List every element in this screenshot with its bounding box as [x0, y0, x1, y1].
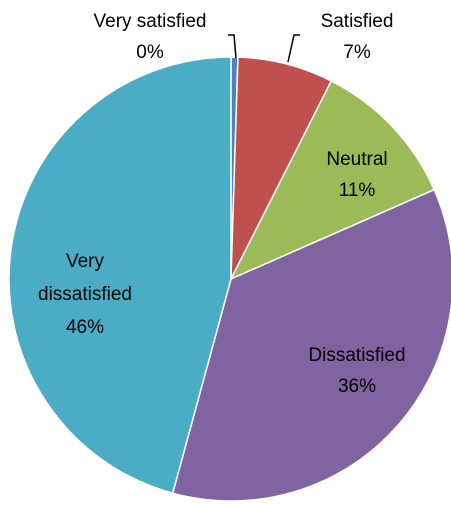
data-label-value-very-satisfied: 0%	[136, 42, 164, 63]
data-label-category-dissatisfied-0: Dissatisfied	[308, 345, 405, 366]
pie-slice-very-dissatisfied	[8, 56, 232, 495]
data-label-value-very-dissatisfied: 46%	[66, 317, 104, 338]
data-label-value-satisfied: 7%	[343, 42, 371, 63]
leader-line-satisfied	[287, 34, 300, 63]
data-label-category-very-dissatisfied-0: Very	[66, 251, 105, 272]
data-label-category-satisfied-0: Satisfied	[321, 11, 394, 32]
data-label-category-neutral-0: Neutral	[326, 149, 387, 170]
data-label-category-very-satisfied-0: Very satisfied	[94, 11, 207, 32]
pie-slice-dissatisfied	[171, 188, 451, 502]
labels-layer: Very satisfied 0% Satisfied 7% Neutral 11% Dis…	[38, 11, 406, 397]
leader-lines-layer	[228, 34, 300, 63]
data-label-value-neutral: 11%	[339, 180, 376, 201]
leader-line-very-satisfied	[228, 34, 237, 59]
slices-layer	[8, 56, 451, 502]
pie-slice-neutral	[229, 79, 436, 281]
data-label-category-very-dissatisfied-1: dissatisfied	[38, 284, 132, 305]
data-label-value-dissatisfied: 36%	[338, 376, 376, 397]
